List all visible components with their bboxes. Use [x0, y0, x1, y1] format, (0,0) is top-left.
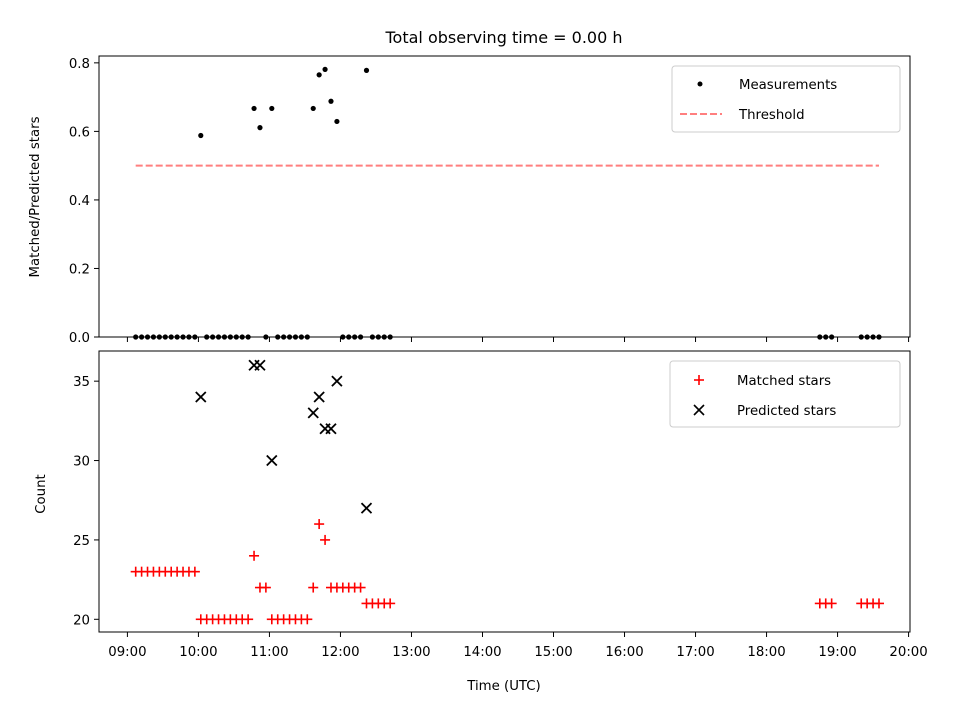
matched-star-point: [385, 598, 396, 609]
bottom-y-tick-label: 25: [73, 534, 90, 549]
top-y-tick-label: 0.6: [69, 125, 90, 140]
matched-star-point: [873, 598, 884, 609]
measurement-point: [334, 118, 340, 125]
x-tick-label: 13:00: [392, 645, 430, 660]
predicted-star-point: [266, 454, 278, 467]
top-y-tick-label: 0.2: [69, 262, 90, 277]
predicted-stars-points: [195, 359, 373, 514]
measurement-point: [269, 105, 275, 112]
predicted-star-point: [254, 359, 266, 371]
matched-star-point: [243, 614, 254, 625]
predicted-star-point: [307, 407, 319, 419]
x-tick-label: 18:00: [747, 645, 785, 660]
legend-measurements-marker: [697, 81, 703, 87]
top-y-ticks: 0.0 0.2 0.4 0.6 0.8: [69, 57, 99, 346]
legend-predicted-label: Predicted stars: [737, 404, 836, 419]
x-axis-label: Time (UTC): [466, 679, 541, 694]
matched-star-point: [260, 582, 271, 593]
x-tick-label: 10:00: [179, 645, 217, 660]
measurement-point: [316, 72, 322, 78]
x-tick-label: 16:00: [605, 645, 643, 660]
top-axes-frame: [98, 55, 911, 338]
matched-star-point: [308, 582, 319, 593]
x-tick-label: 12:00: [321, 645, 359, 660]
predicted-star-point: [313, 391, 325, 403]
matched-stars-points: [130, 519, 884, 625]
x-tick-label: 20:00: [889, 645, 927, 660]
x-tick-label: 14:00: [463, 645, 501, 660]
bottom-y-tick-label: 35: [73, 375, 90, 390]
bottom-y-tick-label: 30: [73, 455, 90, 470]
measurement-point: [310, 105, 316, 112]
top-legend: Measurements Threshold: [671, 65, 901, 133]
bottom-legend: Matched stars Predicted stars: [669, 360, 901, 428]
bottom-legend-box: [669, 360, 901, 428]
matched-star-point: [314, 519, 325, 530]
matched-star-point: [320, 534, 331, 545]
predicted-star-point: [195, 391, 207, 403]
bottom-x-ticks: 09:00 10:00 11:00 12:00 13:00 14:00 15:00 16:00…: [108, 632, 928, 660]
matched-star-point: [355, 582, 366, 593]
matched-star-point: [249, 550, 260, 561]
legend-matched-label: Matched stars: [737, 374, 831, 389]
x-tick-label: 09:00: [108, 645, 146, 660]
measurement-point: [251, 105, 257, 112]
measurement-point: [328, 98, 334, 104]
x-tick-label: 19:00: [818, 645, 856, 660]
chart-title: Total observing time = 0.00 h: [384, 28, 622, 47]
matched-star-point: [189, 566, 200, 577]
measurement-point: [257, 125, 263, 131]
top-y-tick-label: 0.0: [69, 331, 90, 346]
measurement-points: [133, 66, 882, 340]
x-tick-label: 17:00: [676, 645, 714, 660]
legend-threshold-label: Threshold: [738, 108, 805, 123]
predicted-star-point: [360, 502, 373, 514]
matched-star-point: [302, 614, 313, 625]
bottom-axes-frame: [98, 350, 911, 633]
legend-matched-marker: [694, 375, 704, 385]
legend-measurements-label: Measurements: [739, 78, 837, 93]
x-tick-label: 11:00: [250, 645, 288, 660]
top-x-ticks: [126, 337, 910, 342]
bottom-y-tick-label: 20: [73, 613, 90, 628]
top-y-axis-label: Matched/Predicted stars: [28, 116, 43, 277]
bottom-y-ticks: 20 25 30 35: [73, 375, 99, 628]
top-y-tick-label: 0.8: [69, 57, 90, 72]
top-panel: 0.00.20.40.60.8 Matched/Predicted stars …: [28, 55, 911, 346]
measurement-point: [322, 66, 328, 72]
measurement-point: [363, 67, 370, 73]
top-legend-box: [671, 65, 901, 133]
measurement-point: [198, 132, 204, 139]
bottom-y-axis-label: Count: [34, 474, 49, 514]
predicted-star-point: [325, 423, 337, 435]
x-tick-label: 15:00: [534, 645, 572, 660]
matched-star-point: [826, 598, 837, 609]
legend-predicted-marker: [693, 404, 705, 416]
bottom-panel: 20 25 30 35 09:00 10:00 11:00 12:00 13:00 14:00 1…: [34, 350, 928, 694]
predicted-star-point: [331, 375, 343, 387]
top-y-tick-label: 0.4: [69, 194, 90, 209]
